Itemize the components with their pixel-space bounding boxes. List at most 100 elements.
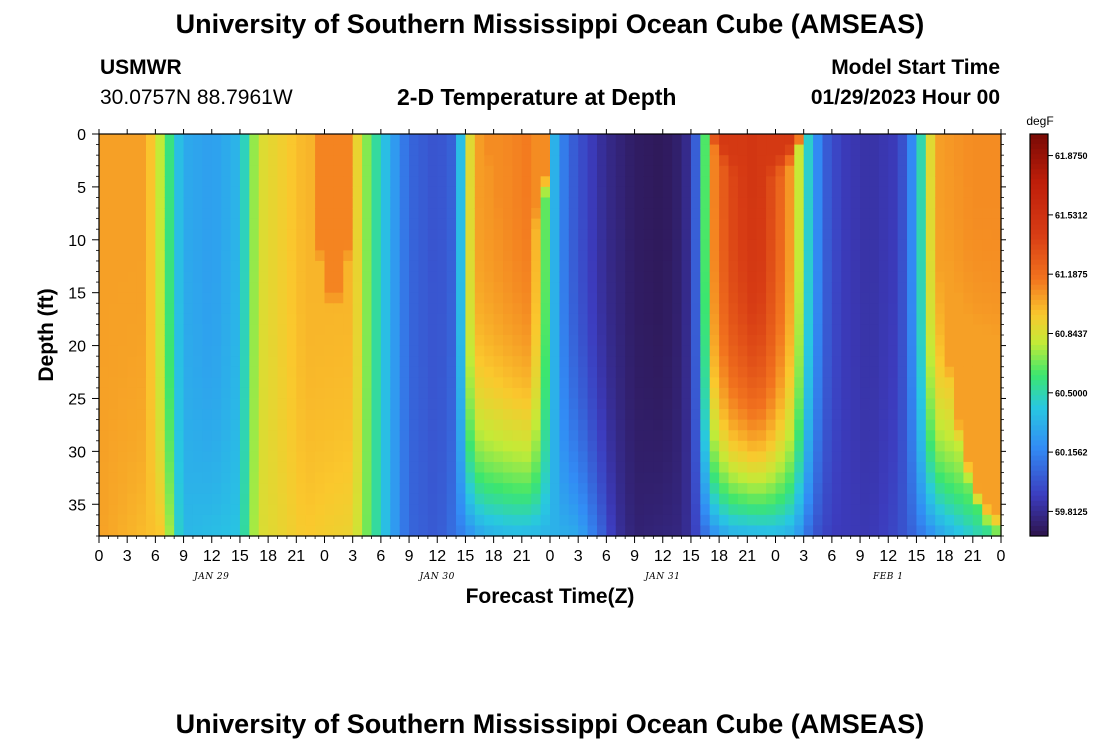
heatmap-cell: [324, 483, 335, 495]
heatmap-cell: [427, 504, 438, 516]
heatmap-cell: [202, 451, 213, 463]
heatmap-cell: [982, 155, 993, 167]
heatmap-cell: [117, 303, 128, 315]
heatmap-cell: [766, 303, 777, 315]
heatmap-cell: [672, 335, 683, 347]
heatmap-cell: [174, 208, 185, 220]
heatmap-cell: [211, 303, 222, 315]
heatmap-cell: [296, 155, 307, 167]
heatmap-cell: [324, 186, 335, 199]
heatmap-cell: [634, 324, 645, 336]
heatmap-cell: [897, 155, 908, 167]
heatmap-cell: [512, 461, 523, 474]
heatmap-cell: [183, 387, 194, 400]
heatmap-cell: [286, 409, 297, 421]
heatmap-cell: [954, 504, 965, 516]
heatmap-cell: [963, 250, 974, 262]
heatmap-cell: [907, 472, 918, 484]
heatmap-cell: [456, 483, 467, 495]
heatmap-cell: [737, 208, 748, 220]
heatmap-cell: [954, 461, 965, 474]
heatmap-cell: [925, 218, 936, 230]
colorbar-segment: [1030, 219, 1048, 225]
heatmap-cell: [878, 165, 889, 177]
heatmap-cell: [531, 377, 542, 389]
heatmap-cell: [230, 303, 241, 315]
heatmap-cell: [831, 271, 842, 283]
heatmap-cell: [728, 239, 739, 251]
heatmap-cell: [935, 440, 946, 452]
heatmap-cell: [596, 345, 607, 357]
heatmap-cell: [766, 176, 777, 188]
heatmap-cell: [991, 239, 1002, 251]
heatmap-cell: [587, 250, 598, 262]
heatmap-cell: [343, 366, 354, 378]
heatmap-cell: [540, 440, 551, 452]
heatmap-cell: [897, 366, 908, 378]
x-tick-label: 15: [908, 548, 926, 565]
heatmap-cell: [503, 176, 514, 188]
heatmap-cell: [747, 239, 758, 251]
heatmap-cell: [690, 451, 701, 463]
heatmap-cell: [587, 493, 598, 505]
heatmap-cell: [559, 282, 570, 294]
heatmap-cell: [888, 419, 899, 431]
heatmap-cell: [944, 493, 955, 505]
heatmap-cell: [850, 335, 861, 347]
heatmap-cell: [521, 186, 532, 199]
heatmap-cell: [399, 504, 410, 516]
heatmap-cell: [897, 218, 908, 230]
heatmap-cell: [944, 504, 955, 516]
heatmap-cell: [935, 282, 946, 294]
heatmap-cell: [108, 366, 119, 378]
heatmap-cell: [944, 271, 955, 283]
heatmap-cell: [888, 356, 899, 368]
heatmap-cell: [587, 218, 598, 230]
heatmap-cell: [362, 398, 373, 410]
heatmap-cell: [484, 282, 495, 294]
heatmap-cell: [540, 144, 551, 156]
heatmap-cell: [719, 271, 730, 283]
heatmap-cell: [756, 134, 767, 146]
heatmap-cell: [935, 398, 946, 410]
x-tick-label: 18: [485, 548, 503, 565]
heatmap-cell: [690, 324, 701, 336]
heatmap-cell: [841, 514, 852, 527]
heatmap-cell: [117, 345, 128, 357]
heatmap-cell: [944, 176, 955, 188]
heatmap-cell: [606, 398, 617, 410]
heatmap-cell: [437, 271, 448, 283]
heatmap-cell: [991, 419, 1002, 431]
heatmap-cell: [954, 218, 965, 230]
heatmap-cell: [728, 313, 739, 326]
heatmap-cell: [305, 398, 316, 410]
heatmap-cell: [954, 472, 965, 484]
heatmap-cell: [333, 208, 344, 220]
heatmap-cell: [108, 514, 119, 527]
heatmap-cell: [380, 303, 391, 315]
heatmap-cell: [907, 303, 918, 315]
heatmap-cell: [954, 377, 965, 389]
heatmap-cell: [117, 155, 128, 167]
heatmap-cell: [296, 504, 307, 516]
heatmap-cell: [869, 356, 880, 368]
heatmap-cell: [202, 303, 213, 315]
heatmap-cell: [99, 430, 109, 442]
heatmap-cell: [587, 176, 598, 188]
heatmap-cell: [202, 493, 213, 505]
heatmap-cell: [643, 387, 654, 400]
colorbar-segment: [1030, 164, 1048, 170]
heatmap-cell: [437, 324, 448, 336]
heatmap-cell: [568, 186, 579, 199]
heatmap-cell: [643, 398, 654, 410]
heatmap-cell: [907, 260, 918, 273]
heatmap-cell: [737, 472, 748, 484]
heatmap-cell: [897, 440, 908, 452]
heatmap-cell: [831, 303, 842, 315]
heatmap-cell: [766, 430, 777, 442]
heatmap-cell: [850, 514, 861, 527]
heatmap-cell: [127, 218, 138, 230]
heatmap-cell: [850, 430, 861, 442]
heatmap-cell: [719, 335, 730, 347]
heatmap-cell: [878, 493, 889, 505]
